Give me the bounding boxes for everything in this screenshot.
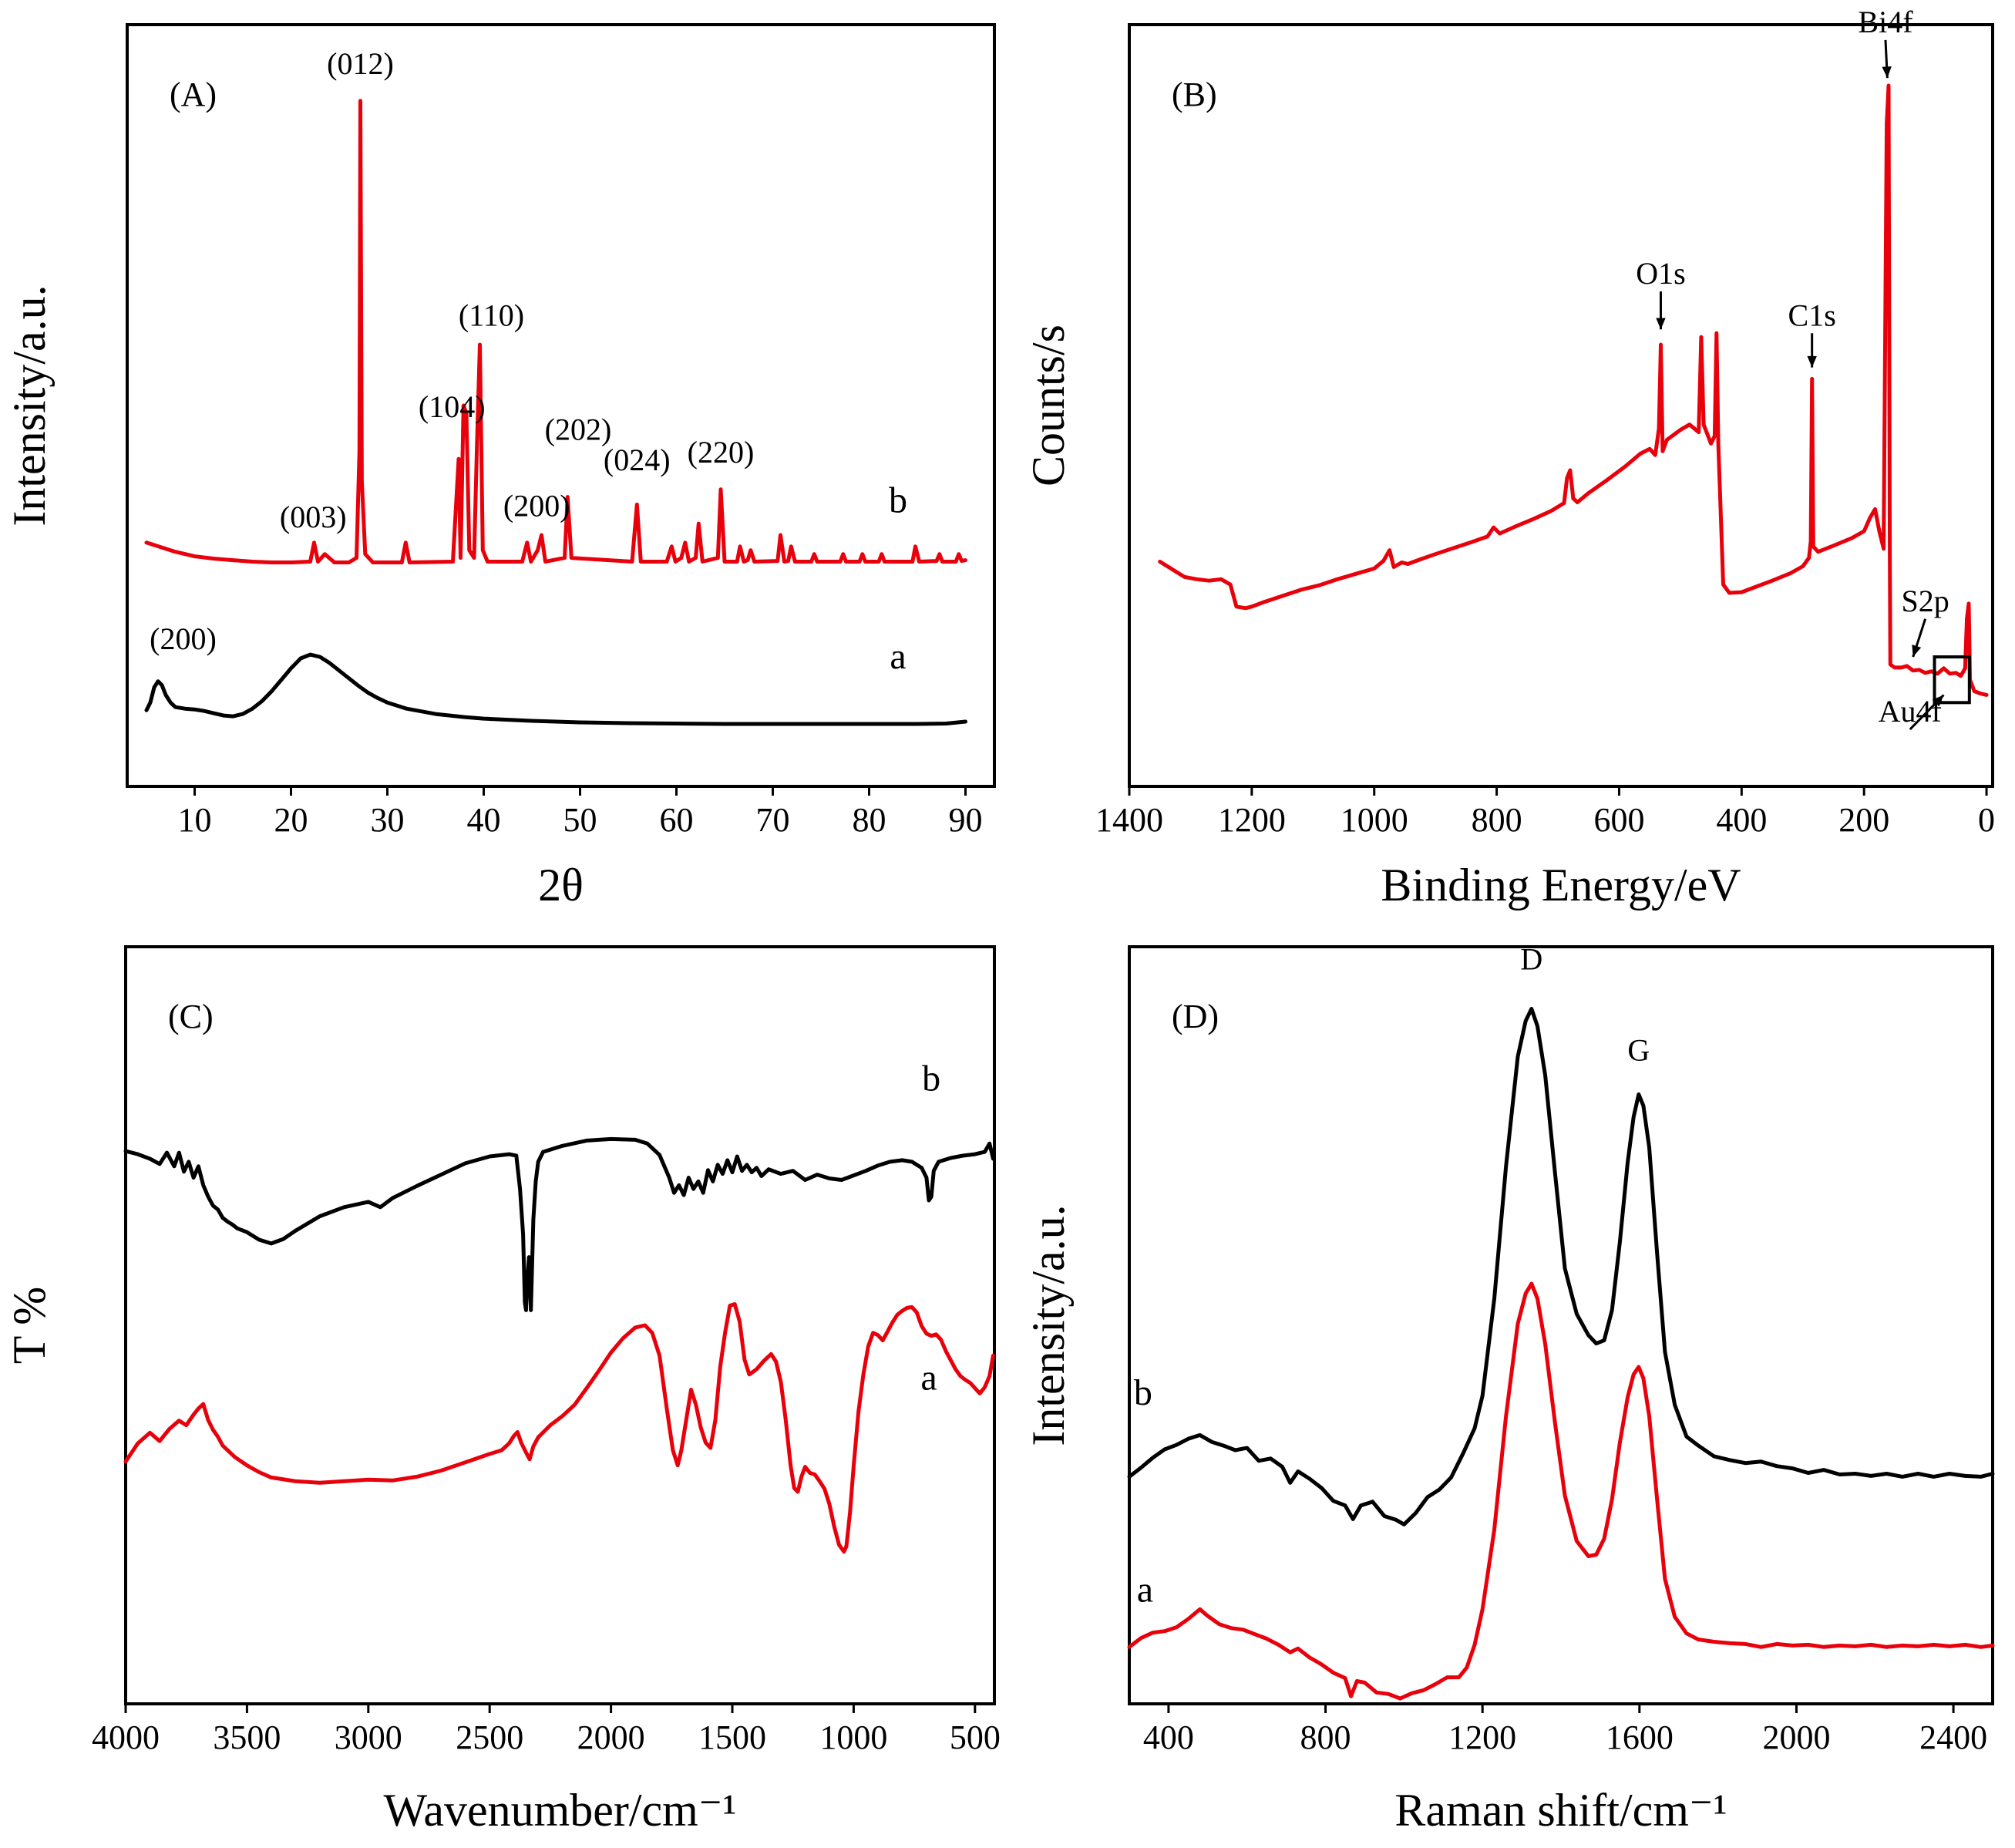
annotation-arrowhead bbox=[1807, 355, 1817, 368]
x-tick-label: 2500 bbox=[456, 1718, 523, 1756]
series-b-line bbox=[144, 99, 967, 564]
panel-a-xrd: 10 20 30 40 50 60 70 80 90 2θ Intensity/a.u. (A) b a (… bbox=[4, 23, 996, 911]
x-tick-label: 60 bbox=[660, 801, 694, 839]
x-tick-label: 1000 bbox=[1341, 801, 1408, 839]
peak-annotation: D bbox=[1520, 941, 1542, 976]
y-axis-title: T % bbox=[4, 1287, 55, 1365]
plot-frame bbox=[1128, 23, 1994, 788]
x-tick-label: 1200 bbox=[1218, 801, 1286, 839]
peak-annotation: (200) bbox=[503, 488, 570, 523]
plot-frame bbox=[126, 23, 996, 788]
series-b-label: b bbox=[1134, 1372, 1152, 1413]
au4f-region-box bbox=[1933, 655, 1971, 705]
series-b-label: b bbox=[889, 480, 907, 520]
x-tick-label: 3500 bbox=[213, 1718, 281, 1756]
peak-annotation: (024) bbox=[604, 443, 671, 477]
peak-annotation: Au4f bbox=[1879, 694, 1943, 729]
x-tick-label: 1600 bbox=[1606, 1718, 1674, 1756]
peak-annotation: G bbox=[1627, 1032, 1650, 1067]
x-tick-label: 500 bbox=[950, 1718, 1001, 1756]
x-tick-label: 10 bbox=[178, 801, 212, 839]
series-a-line bbox=[144, 652, 967, 726]
series-b-line bbox=[123, 1136, 995, 1312]
plot-frame bbox=[124, 945, 996, 1705]
x-tick-label: 70 bbox=[756, 801, 790, 839]
x-axis-title: Wavenumber/cm⁻¹ bbox=[384, 1785, 737, 1836]
peak-annotation: (200) bbox=[150, 621, 217, 656]
annotation-arrowhead bbox=[1912, 645, 1922, 658]
x-tick-label: 1400 bbox=[1095, 801, 1163, 839]
x-tick-label: 50 bbox=[563, 801, 597, 839]
x-tick-label: 0 bbox=[1978, 801, 1995, 839]
x-tick-label: 600 bbox=[1593, 801, 1644, 839]
x-tick-label: 4000 bbox=[92, 1718, 160, 1756]
x-tick-label: 2000 bbox=[577, 1718, 645, 1756]
panel-label: (D) bbox=[1172, 998, 1219, 1035]
plot-frame bbox=[1128, 945, 1994, 1705]
annotation-arrowhead bbox=[1882, 66, 1892, 79]
peak-annotation: Bi4f bbox=[1858, 5, 1913, 39]
peak-annotation: S2p bbox=[1901, 584, 1949, 618]
x-tick-label: 800 bbox=[1300, 1718, 1351, 1756]
series-b-label: b bbox=[922, 1059, 940, 1099]
x-tick-label: 40 bbox=[467, 801, 501, 839]
x-tick-label: 800 bbox=[1472, 801, 1522, 839]
series-a-label: a bbox=[920, 1357, 937, 1398]
annotation-arrowhead bbox=[1656, 318, 1666, 330]
x-axis-title: Raman shift/cm⁻¹ bbox=[1394, 1785, 1727, 1836]
x-tick-label: 30 bbox=[371, 801, 405, 839]
y-axis-title: Intensity/a.u. bbox=[4, 284, 55, 526]
series-a-label: a bbox=[890, 636, 906, 677]
x-tick-label: 2400 bbox=[1919, 1718, 1987, 1756]
series-a-label: a bbox=[1137, 1569, 1153, 1610]
series-a-line bbox=[1127, 1281, 1995, 1701]
x-axis-title: Binding Energy/eV bbox=[1381, 860, 1741, 911]
x-tick-label: 400 bbox=[1716, 801, 1767, 839]
peak-annotation: (220) bbox=[688, 435, 755, 470]
x-tick-label: 2000 bbox=[1762, 1718, 1830, 1756]
peak-annotation: C1s bbox=[1788, 298, 1836, 332]
x-tick-label: 1000 bbox=[819, 1718, 887, 1756]
x-tick-label: 3000 bbox=[335, 1718, 402, 1756]
x-axis-title: 2θ bbox=[538, 860, 584, 911]
x-tick-label: 80 bbox=[853, 801, 886, 839]
x-tick-label: 90 bbox=[949, 801, 983, 839]
annotation-arrowhead bbox=[1932, 695, 1944, 707]
panel-c-ftir: 4000 3500 3000 2500 2000 1500 1000 500 Wavenumbe… bbox=[4, 945, 1001, 1836]
peak-annotation: (104) bbox=[419, 389, 486, 424]
panel-d-raman: 400 800 1200 1600 2000 2400 Raman shift/cm⁻¹ In… bbox=[1023, 941, 1995, 1836]
series-b-line bbox=[1127, 1007, 1995, 1527]
panel-label: (A) bbox=[170, 76, 217, 113]
series-a-line bbox=[123, 1302, 995, 1554]
y-axis-title: Intensity/a.u. bbox=[1023, 1204, 1074, 1446]
series-survey-line bbox=[1158, 83, 1989, 697]
panel-label: (B) bbox=[1172, 76, 1217, 113]
x-tick-label: 200 bbox=[1838, 801, 1889, 839]
peak-annotation: O1s bbox=[1636, 256, 1685, 291]
peak-annotation: (003) bbox=[280, 500, 347, 534]
peak-annotation: (110) bbox=[459, 298, 524, 332]
x-tick-label: 20 bbox=[274, 801, 308, 839]
peak-annotation: (012) bbox=[327, 46, 394, 81]
panel-b-xps: 1400 1200 1000 800 600 400 200 0 Binding Energy/… bbox=[1023, 5, 1995, 911]
panel-label: (C) bbox=[168, 998, 214, 1035]
y-axis-title: Counts/s bbox=[1023, 325, 1074, 486]
x-tick-label: 1200 bbox=[1448, 1718, 1516, 1756]
x-tick-label: 400 bbox=[1143, 1718, 1194, 1756]
peak-annotation: (202) bbox=[545, 412, 612, 446]
x-tick-label: 1500 bbox=[698, 1718, 766, 1756]
